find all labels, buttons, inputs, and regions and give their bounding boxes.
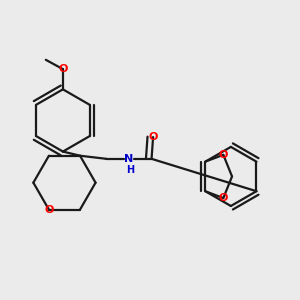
Text: O: O [219, 150, 228, 160]
Text: O: O [44, 205, 54, 214]
Text: O: O [148, 132, 158, 142]
Text: N: N [124, 154, 133, 164]
Text: O: O [219, 193, 228, 203]
Text: O: O [58, 64, 68, 74]
Text: H: H [126, 165, 134, 175]
